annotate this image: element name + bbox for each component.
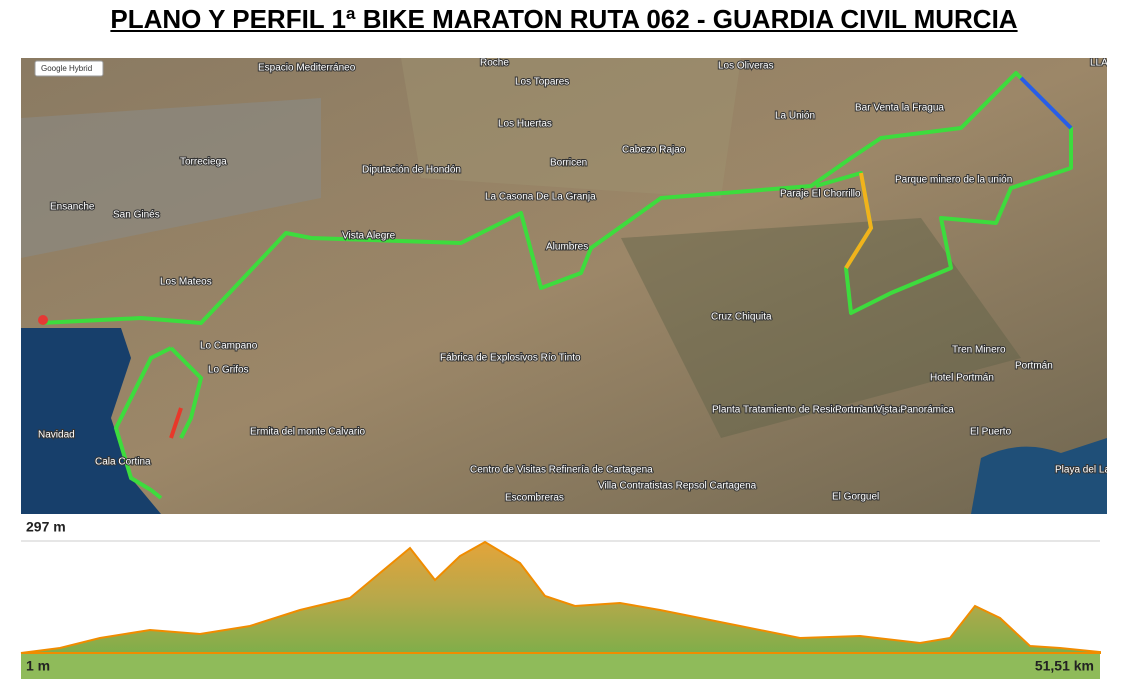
start-pin bbox=[38, 315, 48, 325]
place-label: Ensanche bbox=[50, 202, 95, 213]
place-label: Playa del Lastre bbox=[1055, 465, 1107, 476]
baseline-band bbox=[21, 653, 1100, 679]
place-label: Tren Minero bbox=[952, 345, 1006, 356]
place-label: La Casona De La Granja bbox=[485, 192, 596, 203]
place-label: Centro de Visitas Refinería de Cartagena bbox=[470, 465, 653, 476]
route bbox=[113, 346, 204, 500]
place-label: El Gorguel bbox=[832, 492, 879, 503]
place-label: Hotel Portmán bbox=[930, 373, 994, 384]
place-label: Borricen bbox=[550, 158, 587, 169]
place-label: Navidad bbox=[38, 430, 75, 441]
place-label: Los Mateos bbox=[160, 277, 212, 288]
place-label: Cabezo Rajao bbox=[622, 145, 686, 156]
place-labels: Roche Los Topares Los Oliveras LLANO Espacio… bbox=[37, 58, 1107, 505]
place-label: La Unión bbox=[775, 111, 815, 122]
route-climb bbox=[844, 172, 874, 270]
elevation-area bbox=[20, 540, 1101, 654]
place-label: Fábrica de Explosivos Río Tinto bbox=[440, 353, 581, 364]
route-descent bbox=[1019, 76, 1073, 130]
min-elevation: 1 m bbox=[26, 658, 50, 674]
place-label: Villa Contratistas Repsol Cartagena bbox=[598, 481, 757, 492]
place-label: Espacio Mediterráneo bbox=[258, 63, 356, 74]
place-label: Lo Campano bbox=[200, 341, 258, 352]
place-label: Cala Cortina bbox=[95, 457, 151, 468]
place-label: Paraje El Chorrillo bbox=[780, 189, 861, 200]
place-label: Torreciega bbox=[180, 157, 227, 168]
place-label: Escombreras bbox=[505, 493, 564, 504]
city bbox=[21, 98, 321, 258]
map: Google Hybrid Roche Los Topares Los Oliver… bbox=[21, 58, 1107, 514]
place-label: Portman Vista Panorámica bbox=[835, 405, 954, 416]
place-label: Portmán bbox=[1015, 361, 1053, 372]
place-label: Parque minero de la unión bbox=[895, 175, 1012, 186]
distance: 51,51 km bbox=[1035, 658, 1094, 674]
place-label: Bar Venta la Fragua bbox=[855, 103, 944, 114]
place-label: Roche bbox=[480, 58, 509, 69]
place-label: Los Huertas bbox=[498, 119, 552, 130]
place-label: Vista Alegre bbox=[342, 231, 396, 242]
place-label: Diputación de Hondón bbox=[362, 165, 461, 176]
fields bbox=[401, 58, 741, 198]
place-label: LLANO bbox=[1090, 58, 1107, 69]
place-label: Los Topares bbox=[515, 77, 569, 88]
elevation-profile: 297 m 1 m 51,51 km bbox=[20, 519, 1101, 679]
layer-select-label: Google Hybrid bbox=[41, 64, 92, 73]
place-label: San Ginés bbox=[113, 210, 160, 221]
hills bbox=[621, 218, 1021, 438]
title: PLANO Y PERFIL 1ª BIKE MARATON RUTA 062 … bbox=[110, 4, 1018, 34]
place-label: Ermita del monte Calvario bbox=[250, 427, 365, 438]
place-label: El Puerto bbox=[970, 427, 1012, 438]
max-elevation: 297 m bbox=[26, 519, 66, 535]
place-label: Los Oliveras bbox=[718, 61, 774, 72]
place-label: Alumbres bbox=[546, 242, 588, 253]
layer-select[interactable] bbox=[34, 60, 104, 77]
route-steep bbox=[169, 407, 183, 439]
place-label: Planta Tratamiento de Residuos Cartagena bbox=[712, 405, 904, 416]
place-label: Lo Grifos bbox=[208, 365, 249, 376]
place-label: Cruz Chiquita bbox=[711, 312, 772, 323]
sea bbox=[971, 438, 1107, 514]
route bbox=[40, 71, 1073, 325]
